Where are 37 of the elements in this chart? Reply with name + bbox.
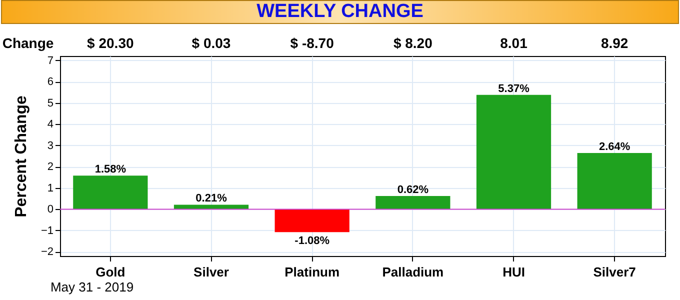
text: $ 20.30: [87, 35, 134, 51]
x-tick-label: Silver: [194, 264, 229, 280]
text: Change: [2, 35, 54, 51]
text: $ 8.20: [393, 35, 433, 51]
data-label: -1.08%: [294, 235, 330, 248]
bar: [577, 153, 652, 210]
y-tick-label: 7: [47, 54, 54, 67]
x-tick-label: Palladium: [382, 264, 444, 280]
y-tick-label: 4: [47, 118, 54, 131]
x-tick-label: Gold: [96, 264, 126, 280]
text: $ 0.03: [192, 35, 231, 51]
text: 8.92: [600, 35, 628, 51]
y-tick-label: 1: [47, 182, 54, 194]
x-tick-label: HUI: [502, 264, 525, 280]
text: 8.01: [500, 35, 528, 51]
y-tick-label: 0: [47, 204, 54, 216]
data-label: 5.37%: [498, 82, 530, 95]
y-tick-label: 6: [47, 76, 54, 88]
data-label: 2.64%: [598, 141, 630, 154]
x-tick-label: Silver7: [593, 264, 636, 280]
bar: [476, 94, 552, 210]
data-label: 1.58%: [94, 164, 126, 176]
x-tick-label: Platinum: [284, 264, 340, 280]
text: $ -8.70: [290, 35, 334, 51]
bar: [376, 196, 450, 210]
y-tick-label: −2: [40, 246, 54, 258]
y-axis-title: Percent Change: [12, 95, 30, 218]
y-tick-label: 5: [47, 97, 54, 110]
text: May 31 - 2019: [50, 280, 134, 294]
bar: [73, 176, 148, 210]
y-tick-label: −1: [40, 224, 54, 237]
bar: [274, 209, 350, 232]
data-label: 0.21%: [196, 192, 228, 205]
chart-title: WEEKLY CHANGE: [1, 0, 679, 24]
y-tick-label: 2: [47, 161, 54, 174]
y-tick-label: 3: [47, 140, 54, 152]
data-label: 0.62%: [397, 184, 429, 196]
